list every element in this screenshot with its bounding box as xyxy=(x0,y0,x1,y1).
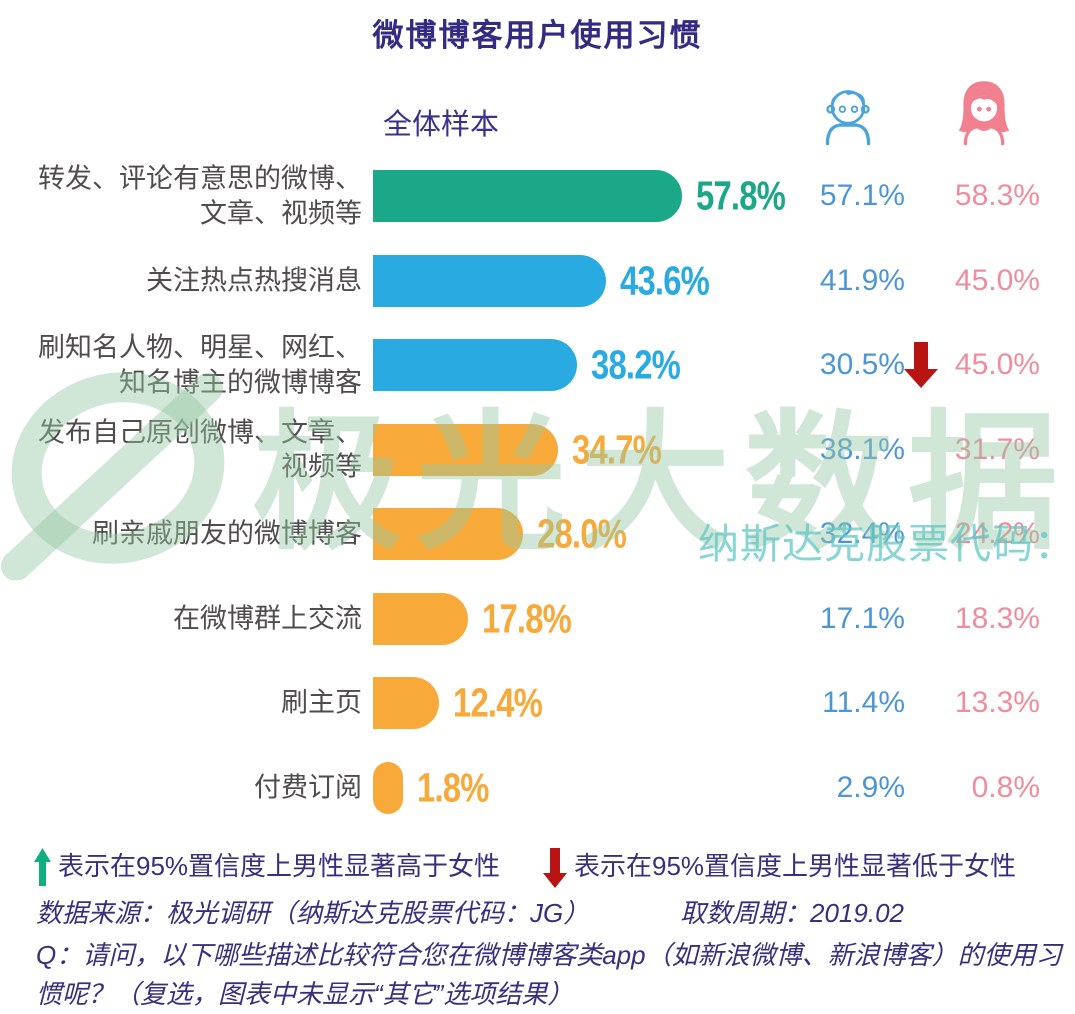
legend-male-higher-label: 表示在95%置信度上男性显著高于女性 xyxy=(58,851,501,881)
bar xyxy=(373,423,559,476)
chart-row: 刷亲戚朋友的微博博客 28.0% 32.4% 24.2% xyxy=(0,492,1075,577)
bar-value-label: 57.8% xyxy=(695,172,786,219)
female-value: 58.3% xyxy=(954,179,1040,213)
bar-value-label: 43.6% xyxy=(619,257,710,304)
bar-value-label: 38.2% xyxy=(590,341,681,388)
bar-value-label: 34.7% xyxy=(572,426,662,473)
bar xyxy=(373,254,606,307)
bar xyxy=(373,761,403,814)
page-title: 微博博客用户使用习惯 xyxy=(372,18,703,53)
category-label: 在微博群上交流 xyxy=(173,603,362,634)
chart-row: 关注热点热搜消息 43.6% 41.9% 45.0% xyxy=(0,239,1075,324)
chart-row: 刷知名人物、明星、网红、 知名博主的微博博客 38.2% 30.5% 45.0% xyxy=(0,323,1075,408)
bar xyxy=(373,508,523,561)
survey-question-text: Q：请问，以下哪些描述比较符合您在微博博客类app（如新浪微博、新浪博客）的使用… xyxy=(36,940,1062,1009)
girl-face-icon xyxy=(958,81,1010,146)
category-label: 付费订阅 xyxy=(254,772,362,803)
bar xyxy=(373,339,577,392)
male-column-icon xyxy=(820,78,876,151)
chart-row: 转发、评论有意思的微博、 文章、视频等 57.8% 57.1% 58.3% xyxy=(0,154,1075,239)
female-value: 31.7% xyxy=(954,432,1040,466)
female-value: 13.3% xyxy=(954,686,1040,720)
bar-value-label: 12.4% xyxy=(453,679,543,726)
male-value: 57.1% xyxy=(819,179,905,213)
chart-row: 发布自己原创微博、文章、 视频等 34.7% 38.1% 31.7% xyxy=(0,408,1075,493)
bar xyxy=(373,677,440,730)
category-label: 关注热点热搜消息 xyxy=(146,265,362,296)
bar-value-label: 17.8% xyxy=(482,595,572,642)
category-label: 转发、评论有意思的微博、 文章、视频等 xyxy=(38,163,362,229)
category-label: 发布自己原创微博、文章、 视频等 xyxy=(38,417,362,482)
male-value: 38.1% xyxy=(819,432,905,466)
red-down-arrow-icon xyxy=(543,848,567,888)
legend-male-lower-label: 表示在95%置信度上男性显著低于女性 xyxy=(574,851,1017,881)
chart-rows: 转发、评论有意思的微博、 文章、视频等 57.8% 57.1% 58.3% 关注热点热搜… xyxy=(0,154,1075,830)
legend-male-higher: 表示在95%置信度上男性显著高于女性 xyxy=(34,846,500,886)
legend-male-lower: 表示在95%置信度上男性显著低于女性 xyxy=(543,846,1016,888)
male-value: 32.4% xyxy=(819,517,905,551)
female-column-icon xyxy=(956,78,1012,151)
female-value: 24.2% xyxy=(954,517,1040,551)
green-up-arrow-icon xyxy=(34,848,51,886)
female-value: 18.3% xyxy=(954,601,1040,635)
male-value: 41.9% xyxy=(819,263,905,297)
male-value: 2.9% xyxy=(836,770,905,804)
chart-row: 在微博群上交流 17.8% 17.1% 18.3% xyxy=(0,577,1075,662)
chart-row: 付费订阅 1.8% 2.9% 0.8% xyxy=(0,746,1075,831)
significance-down-arrow-icon xyxy=(904,342,938,389)
data-source-text: 数据来源：极光调研（纳斯达克股票代码：JG） xyxy=(36,898,590,928)
male-value: 17.1% xyxy=(819,601,905,635)
category-label: 刷亲戚朋友的微博博客 xyxy=(92,518,362,549)
female-value: 45.0% xyxy=(954,348,1040,382)
female-value: 45.0% xyxy=(954,263,1040,297)
data-period-text: 取数周期：2019.02 xyxy=(680,898,904,928)
sample-label: 全体样本 xyxy=(383,109,500,141)
boy-face-icon xyxy=(825,90,871,146)
bar-value-label: 1.8% xyxy=(417,764,489,811)
female-value: 0.8% xyxy=(971,770,1040,804)
category-label: 刷知名人物、明星、网红、 知名博主的微博博客 xyxy=(38,332,362,398)
category-label: 刷主页 xyxy=(281,687,362,718)
male-value: 11.4% xyxy=(822,686,905,720)
bar-value-label: 28.0% xyxy=(536,510,627,557)
bar xyxy=(373,170,682,223)
bar xyxy=(373,592,469,645)
male-value: 30.5% xyxy=(819,348,905,382)
chart-row: 刷主页 12.4% 11.4% 13.3% xyxy=(0,661,1075,746)
